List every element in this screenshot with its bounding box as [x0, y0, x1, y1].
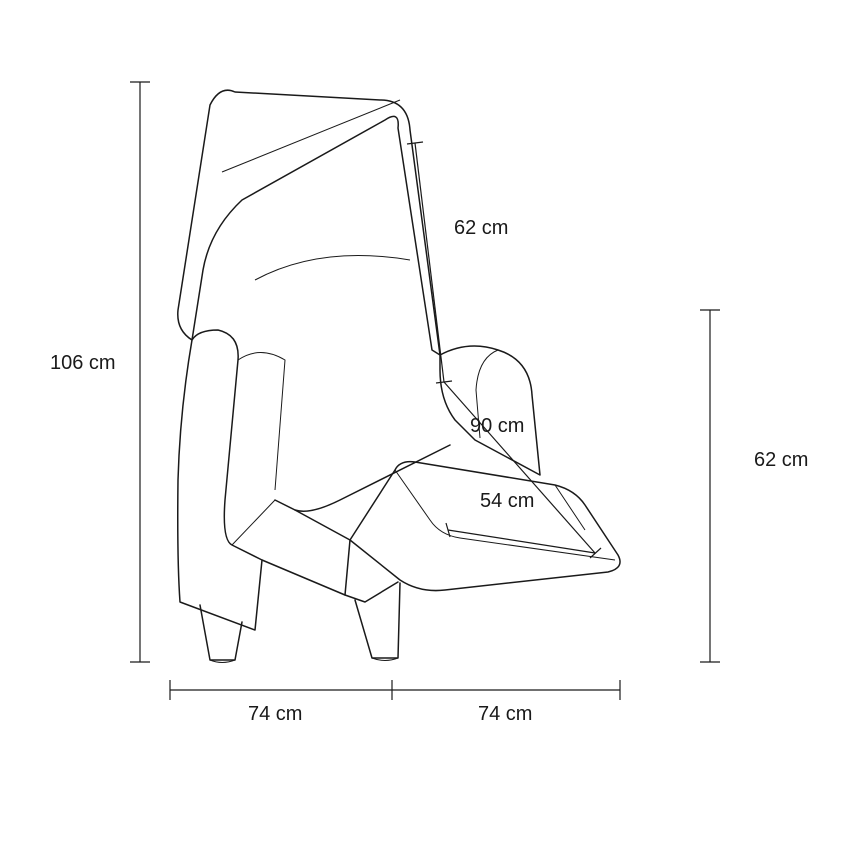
label-width-left: 74 cm: [248, 703, 302, 725]
dim-line-arm-height: [700, 310, 720, 662]
dim-line-total-height: [130, 82, 150, 662]
label-width-right: 74 cm: [478, 703, 532, 725]
chair-outline: [178, 90, 620, 662]
dim-line-width-right: [392, 680, 620, 700]
dimension-labels: 106 cm 62 cm 90 cm 54 cm 62 cm 74 cm 74 …: [50, 217, 808, 725]
dim-line-backrest: [407, 142, 452, 383]
diagram-svg: 106 cm 62 cm 90 cm 54 cm 62 cm 74 cm 74 …: [0, 0, 850, 850]
label-total-height: 106 cm: [50, 352, 116, 374]
dim-line-width-left: [170, 680, 392, 700]
label-arm-height: 62 cm: [754, 449, 808, 471]
label-footrest-width: 54 cm: [480, 490, 534, 512]
dimension-lines: [130, 82, 720, 700]
label-seat-depth: 90 cm: [470, 415, 524, 437]
label-backrest: 62 cm: [454, 217, 508, 239]
